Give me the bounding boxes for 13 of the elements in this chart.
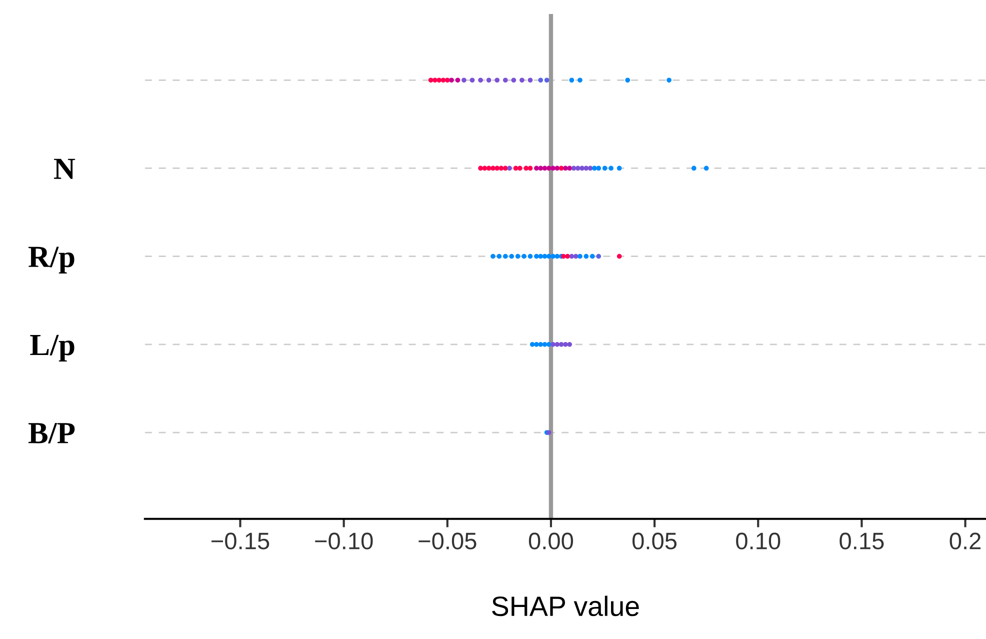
x-tick-label: 0.00: [528, 532, 574, 550]
x-tick-label: −0.05: [418, 532, 476, 550]
y-tick-label: N: [54, 158, 76, 179]
y-tick-label: B/P: [28, 423, 75, 444]
x-axis-title: SHAP value: [492, 596, 639, 616]
x-tick-label: 0.2: [950, 532, 981, 550]
y-tick-label: L/p: [30, 334, 74, 362]
y-tick-label: R/p: [28, 246, 74, 274]
x-tick-label: 0.15: [840, 532, 884, 550]
x-tick-label: −0.10: [315, 532, 373, 550]
x-tick-label: 0.05: [632, 532, 677, 550]
x-tick-label: −0.15: [212, 532, 270, 550]
x-tick-label: 0.10: [736, 532, 780, 550]
